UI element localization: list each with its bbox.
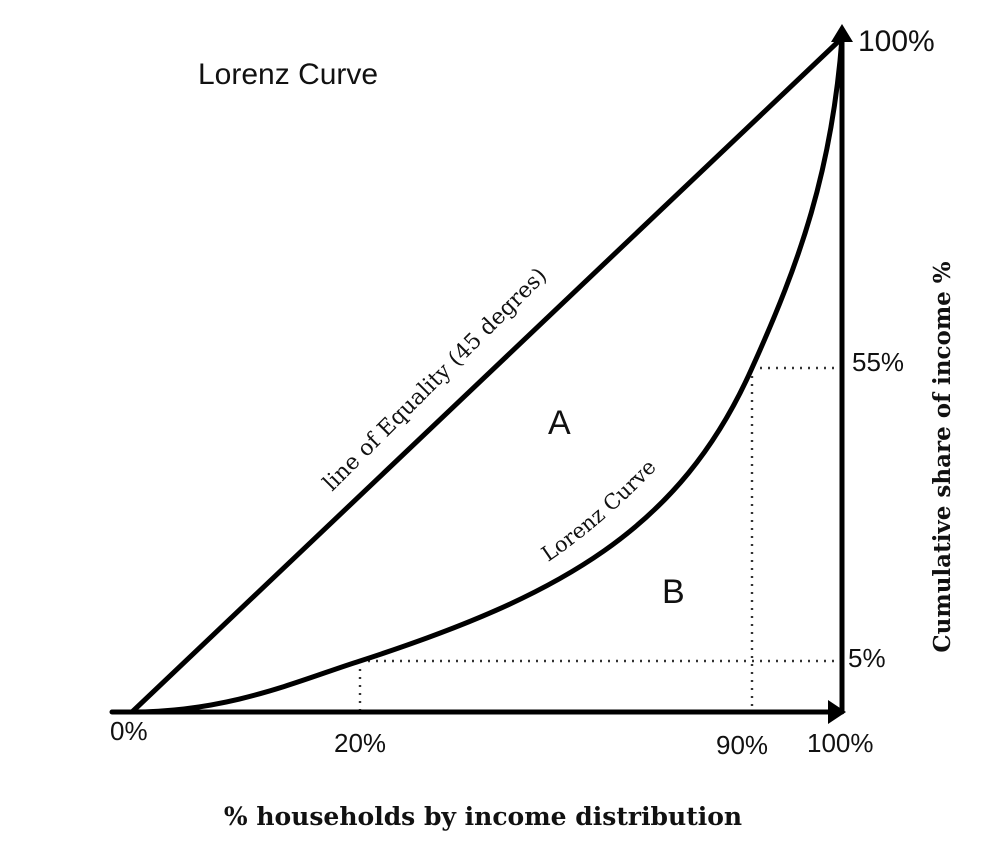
x-tick-0: 0% xyxy=(110,716,148,746)
equality-line-label-text: line of Equality (45 degres) xyxy=(319,263,553,496)
y-tick-55: 55% xyxy=(852,347,904,377)
region-a-label: A xyxy=(548,404,571,442)
x-tick-100: 100% xyxy=(807,728,874,758)
y-axis-title: Cumulative share of income % xyxy=(929,261,956,652)
region-b-label: B xyxy=(662,573,685,611)
diagram-title: Lorenz Curve xyxy=(198,58,378,91)
y-axis-arrow-icon xyxy=(831,24,853,42)
lorenz-curve-label: Lorenz Curve xyxy=(537,455,661,566)
x-tick-20: 20% xyxy=(334,728,386,758)
y-tick-5: 5% xyxy=(848,643,886,673)
x-axis-arrow-icon xyxy=(828,700,846,724)
lorenz-curve xyxy=(129,35,845,715)
y-tick-100: 100% xyxy=(858,25,935,58)
equality-line xyxy=(129,35,845,715)
x-tick-90: 90% xyxy=(716,730,768,760)
x-axis-title: % households by income distribution xyxy=(224,802,742,831)
equality-line-label: line of Equality (45 degres) xyxy=(319,263,553,496)
lorenz-curve-label-text: Lorenz Curve xyxy=(537,455,661,566)
